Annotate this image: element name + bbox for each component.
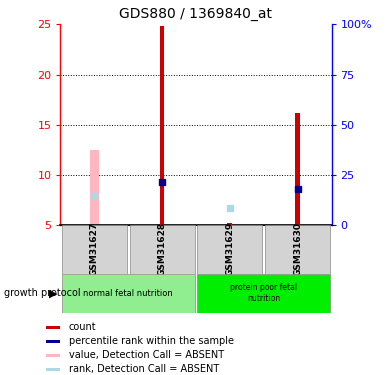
Bar [46, 340, 60, 343]
Bar [227, 223, 232, 225]
Bar [265, 225, 330, 274]
Bar [129, 225, 195, 274]
Text: percentile rank within the sample: percentile rank within the sample [69, 336, 234, 346]
Text: GSM31628: GSM31628 [158, 222, 167, 276]
Bar [62, 225, 127, 274]
Text: GSM31630: GSM31630 [293, 222, 302, 276]
Bar [46, 368, 60, 371]
Title: GDS880 / 1369840_at: GDS880 / 1369840_at [119, 7, 273, 21]
Bar [197, 274, 330, 313]
Text: value, Detection Call = ABSENT: value, Detection Call = ABSENT [69, 350, 224, 360]
Bar [46, 354, 60, 357]
Text: GSM31627: GSM31627 [90, 222, 99, 276]
Text: ▶: ▶ [49, 288, 58, 298]
Text: count: count [69, 322, 96, 332]
Bar [46, 326, 60, 329]
Text: GSM31629: GSM31629 [225, 222, 234, 276]
Bar [197, 225, 262, 274]
Text: protein poor fetal
nutrition: protein poor fetal nutrition [230, 284, 297, 303]
Text: rank, Detection Call = ABSENT: rank, Detection Call = ABSENT [69, 364, 219, 374]
Text: normal fetal nutrition: normal fetal nutrition [83, 289, 173, 298]
Bar [160, 26, 165, 225]
Bar [90, 150, 99, 225]
Bar [62, 274, 195, 313]
Bar [295, 112, 300, 225]
Text: growth protocol: growth protocol [4, 288, 80, 298]
